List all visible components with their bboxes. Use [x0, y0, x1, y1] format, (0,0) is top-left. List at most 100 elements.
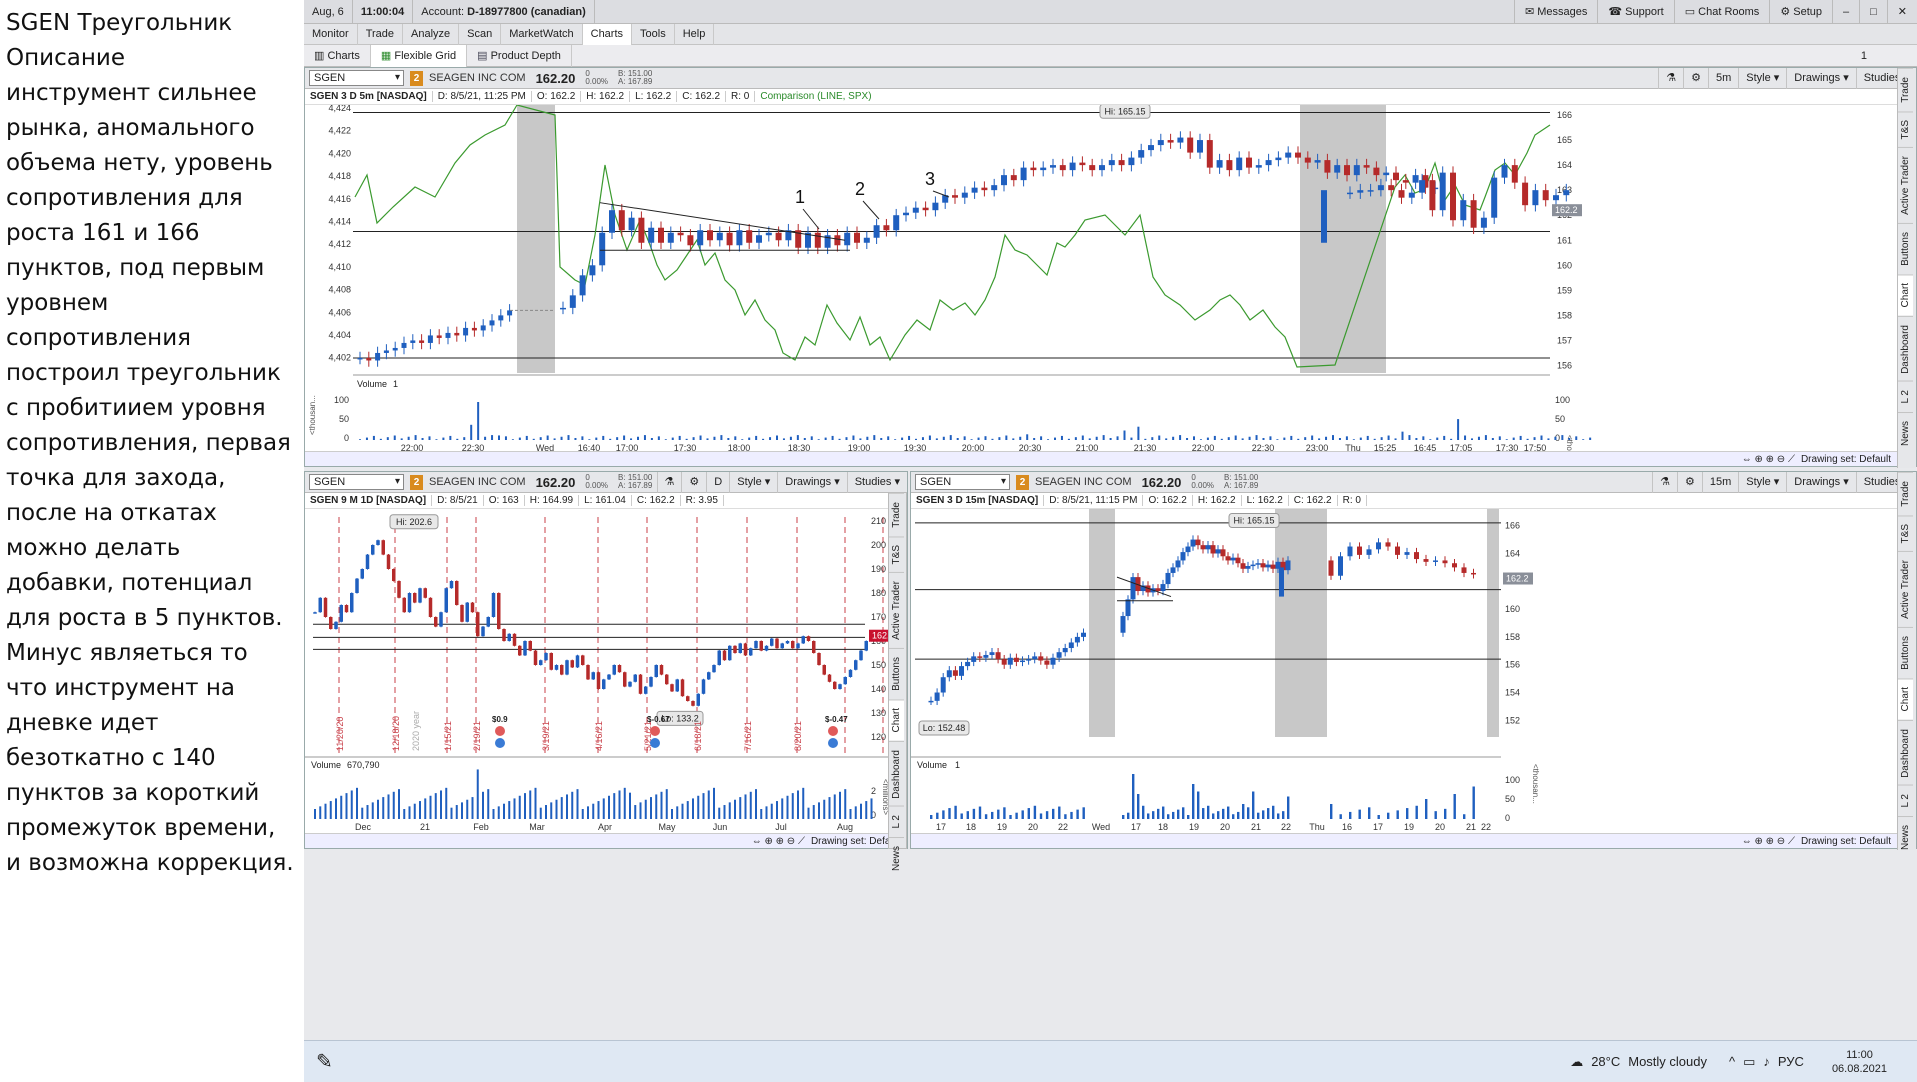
link-group-badge[interactable]: 2 — [410, 474, 423, 490]
side-tab-l-2[interactable]: L 2 — [1898, 381, 1913, 412]
volume-icon[interactable]: ♪ — [1763, 1054, 1770, 1069]
volume-bar — [597, 801, 600, 819]
side-tab-chart[interactable]: Chart — [889, 699, 904, 741]
side-tab-l-2[interactable]: L 2 — [889, 806, 904, 837]
side-tab-trade[interactable]: Trade — [889, 493, 904, 536]
drawings-button[interactable]: Drawings ▾ — [1786, 67, 1855, 89]
daily-chart-canvas[interactable]: 210200190180170160150140130120Hi: 202.6L… — [305, 509, 909, 834]
volume-bar — [665, 789, 668, 819]
link-group-badge[interactable]: 2 — [410, 70, 423, 86]
flask-icon[interactable]: ⚗ — [1652, 471, 1677, 493]
spx-comparison-line — [354, 105, 1551, 368]
menu-trade[interactable]: Trade — [358, 23, 404, 45]
style-button[interactable]: Style ▾ — [1738, 471, 1786, 493]
volume-bar — [681, 803, 684, 819]
weather-text: Mostly cloudy — [1628, 1054, 1707, 1069]
right-axis-tick: 158 — [1505, 632, 1520, 642]
side-tab-t-s[interactable]: T&S — [1898, 110, 1913, 148]
main-chart-canvas[interactable]: 4,424 4,422 4,420 4,418 4,416 4,414 4,412 4,410… — [305, 105, 1899, 452]
close-button[interactable]: ✕ — [1886, 0, 1917, 24]
side-tab-t-s[interactable]: T&S — [1898, 514, 1913, 552]
interval-button[interactable]: 15m — [1701, 471, 1738, 493]
grid-number[interactable]: 1 — [1860, 49, 1867, 62]
maximize-button[interactable]: □ — [1859, 0, 1887, 24]
zoom-controls[interactable]: ⇔ ⊕ ⊕ ⊖ ⟋ — [751, 835, 805, 847]
drawings-button[interactable]: Drawings ▾ — [1786, 471, 1855, 493]
messages-button[interactable]: ✉ Messages — [1513, 0, 1597, 24]
side-tab-news[interactable]: News — [1898, 411, 1913, 454]
volume-bar — [1227, 806, 1230, 819]
flexible-grid-tab[interactable]: ▦ Flexible Grid — [370, 44, 468, 67]
chat-rooms-button[interactable]: ▭ Chat Rooms — [1673, 0, 1770, 24]
candle — [942, 195, 949, 203]
candle — [1470, 200, 1477, 228]
charts-tab[interactable]: ▥ Charts — [304, 44, 371, 67]
drawing-set-label[interactable]: Drawing set: Default — [1800, 453, 1891, 465]
zoom-controls[interactable]: ⇔ ⊕ ⊕ ⊖ ⟋ — [1741, 453, 1795, 465]
interval-button[interactable]: D — [706, 471, 729, 493]
side-tab-chart[interactable]: Chart — [1898, 678, 1913, 720]
tray-arrow-icon[interactable]: ^ — [1728, 1054, 1736, 1069]
side-tab-active-trader[interactable]: Active Trader — [1898, 551, 1913, 628]
side-tab-dashboard[interactable]: Dashboard — [1898, 719, 1913, 786]
clock[interactable]: 11:00 06.08.2021 — [1831, 1048, 1887, 1075]
side-tab-news[interactable]: News — [889, 836, 904, 879]
menu-monitor[interactable]: Monitor — [304, 23, 358, 45]
style-button[interactable]: Style ▾ — [1738, 67, 1786, 89]
menu-marketwatch[interactable]: MarketWatch — [501, 23, 583, 45]
symbol-input[interactable]: SGEN — [309, 70, 404, 86]
style-button[interactable]: Style ▾ — [729, 471, 777, 493]
side-tab-trade[interactable]: Trade — [1898, 68, 1913, 111]
symbol-input[interactable]: SGEN — [915, 474, 1010, 490]
volume-axis-tick: 0 — [344, 433, 349, 443]
language-indicator[interactable]: РУС — [1777, 1054, 1804, 1069]
side-tab-dashboard[interactable]: Dashboard — [889, 740, 904, 807]
volume-bar — [1130, 437, 1133, 440]
interval-button[interactable]: 5m — [1707, 67, 1738, 89]
drawing-set-label[interactable]: Drawing set: Default — [810, 835, 901, 847]
side-tab-buttons[interactable]: Buttons — [889, 648, 904, 700]
side-tab-news[interactable]: News — [1898, 815, 1913, 858]
network-icon[interactable]: ▭ — [1743, 1053, 1756, 1069]
settings-icon[interactable]: ⚙ — [681, 471, 706, 493]
menu-charts[interactable]: Charts — [582, 23, 633, 45]
app-icon[interactable]: ✎ — [316, 1051, 333, 1073]
flask-icon[interactable]: ⚗ — [1658, 67, 1683, 89]
side-tab-dashboard[interactable]: Dashboard — [1898, 315, 1913, 382]
link-group-badge[interactable]: 2 — [1016, 474, 1029, 490]
settings-icon[interactable]: ⚙ — [1683, 67, 1708, 89]
support-button[interactable]: ☎ Support — [1597, 0, 1673, 24]
account-selector[interactable]: Account: D-18977800 (canadian) — [413, 0, 595, 24]
header-field: O: 162.2 — [1143, 495, 1193, 506]
menu-scan[interactable]: Scan — [459, 23, 502, 45]
phone-icon: ☎ — [1608, 5, 1623, 18]
minimize-button[interactable]: – — [1832, 0, 1859, 24]
zoom-controls[interactable]: ⇔ ⊕ ⊕ ⊖ ⟋ — [1741, 835, 1795, 847]
side-tab-active-trader[interactable]: Active Trader — [1898, 147, 1913, 224]
studies-button[interactable]: Studies ▾ — [846, 471, 907, 493]
side-tab-trade[interactable]: Trade — [1898, 472, 1913, 515]
comparison-label[interactable]: Comparison (LINE, SPX) — [760, 91, 872, 102]
flask-icon[interactable]: ⚗ — [656, 471, 682, 493]
side-tab-active-trader[interactable]: Active Trader — [889, 572, 904, 649]
candle — [1108, 160, 1115, 166]
symbol-input[interactable]: SGEN — [309, 474, 404, 490]
menu-help[interactable]: Help — [675, 23, 715, 45]
side-tab-buttons[interactable]: Buttons — [1898, 223, 1913, 275]
settings-icon[interactable]: ⚙ — [1676, 471, 1702, 493]
product-depth-tab[interactable]: ▤ Product Depth — [467, 44, 572, 67]
setup-button[interactable]: ⚙ Setup — [1769, 0, 1832, 24]
side-tab-l-2[interactable]: L 2 — [1898, 785, 1913, 816]
side-tab-t-s[interactable]: T&S — [889, 535, 904, 573]
menu-analyze[interactable]: Analyze — [403, 23, 460, 45]
drawings-button[interactable]: Drawings ▾ — [777, 471, 846, 493]
side-tab-buttons[interactable]: Buttons — [1898, 627, 1913, 679]
last-price-tag: 162.2 — [1555, 205, 1578, 215]
drawing-set-label[interactable]: Drawing set: Default — [1800, 835, 1891, 847]
side-tab-chart[interactable]: Chart — [1898, 274, 1913, 316]
volume-bar — [1003, 807, 1006, 819]
volume-bar — [637, 436, 639, 440]
dividend-icon — [650, 738, 660, 748]
menu-tools[interactable]: Tools — [632, 23, 675, 45]
